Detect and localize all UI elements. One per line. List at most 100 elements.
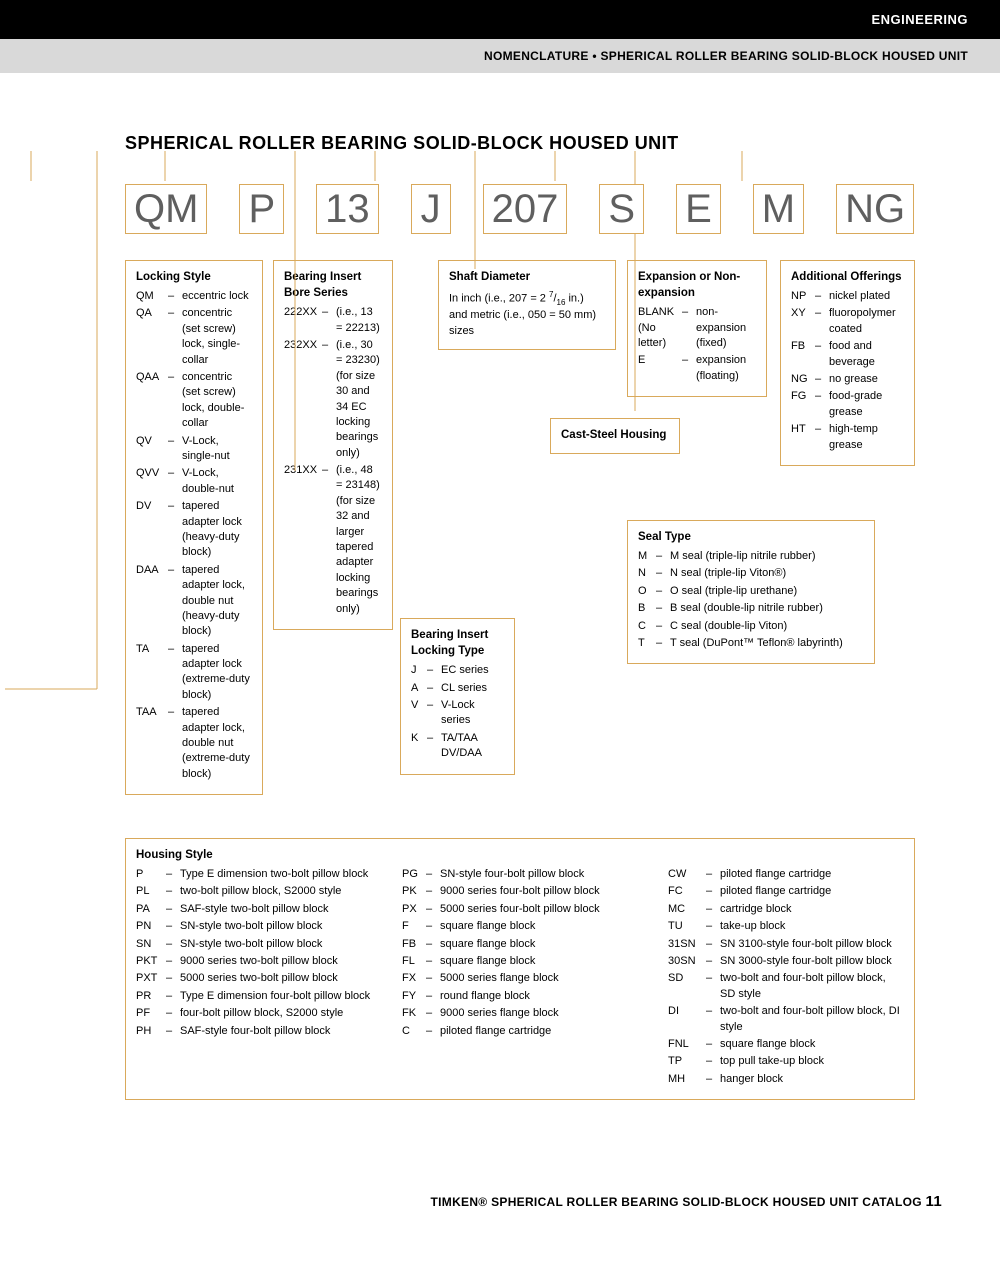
def-text: SN-style two-bolt pillow block: [180, 919, 372, 934]
def-text: Type E dimension four-bolt pillow block: [180, 989, 372, 1004]
code-qm: QM: [125, 184, 207, 234]
def-text: no grease: [829, 372, 904, 387]
def-text: hanger block: [720, 1072, 904, 1087]
def-row: PA – SAF-style two-bolt pillow block: [136, 902, 372, 917]
page-number: 11: [926, 1193, 942, 1210]
def-dash: –: [426, 919, 440, 934]
def-dash: –: [166, 971, 180, 986]
def-text: piloted flange cartridge: [440, 1024, 638, 1039]
part-number-row: QM P 13 J 207 S E M NG: [125, 184, 942, 234]
def-row: FY – round flange block: [402, 989, 638, 1004]
def-code: DI: [668, 1004, 706, 1035]
def-text: 9000 series flange block: [440, 1006, 638, 1021]
def-dash: –: [426, 989, 440, 1004]
def-dash: –: [706, 884, 720, 899]
def-code: 31SN: [668, 937, 706, 952]
def-row: PR – Type E dimension four-bolt pillow b…: [136, 989, 372, 1004]
def-text: top pull take-up block: [720, 1054, 904, 1069]
def-row: PK – 9000 series four-bolt pillow block: [402, 884, 638, 899]
def-dash: –: [426, 902, 440, 917]
def-text: high-temp grease: [829, 422, 904, 453]
def-code: CW: [668, 867, 706, 882]
def-row: SN – SN-style two-bolt pillow block: [136, 937, 372, 952]
def-text: 5000 series flange block: [440, 971, 638, 986]
def-text: two-bolt and four-bolt pillow block, DI …: [720, 1004, 904, 1035]
def-code: FX: [402, 971, 426, 986]
footer: TIMKEN® SPHERICAL ROLLER BEARING SOLID-B…: [431, 1193, 942, 1210]
def-code: FK: [402, 1006, 426, 1021]
def-dash: –: [426, 1024, 440, 1039]
def-row: PL – two-bolt pillow block, S2000 style: [136, 884, 372, 899]
box-housing: Housing Style P – Type E dimension two-b…: [125, 838, 915, 1100]
def-row: 30SN – SN 3000-style four-bolt pillow bl…: [668, 954, 904, 969]
def-row: DI – two-bolt and four-bolt pillow block…: [668, 1004, 904, 1035]
def-row: CW – piloted flange cartridge: [668, 867, 904, 882]
def-dash: –: [426, 867, 440, 882]
def-row: P – Type E dimension two-bolt pillow blo…: [136, 867, 372, 882]
def-text: Type E dimension two-bolt pillow block: [180, 867, 372, 882]
def-dash: –: [815, 339, 829, 370]
def-dash: –: [166, 867, 180, 882]
code-13: 13: [316, 184, 379, 234]
def-code: FC: [668, 884, 706, 899]
def-code: FY: [402, 989, 426, 1004]
def-text: SN 3100-style four-bolt pillow block: [720, 937, 904, 952]
def-text: 5000 series two-bolt pillow block: [180, 971, 372, 986]
def-dash: –: [166, 989, 180, 1004]
def-dash: –: [815, 389, 829, 420]
page-content: SPHERICAL ROLLER BEARING SOLID-BLOCK HOU…: [0, 73, 1000, 1260]
code-p: P: [239, 184, 284, 234]
def-text: food and beverage: [829, 339, 904, 370]
code-s: S: [599, 184, 644, 234]
def-dash: –: [166, 884, 180, 899]
def-dash: –: [166, 1024, 180, 1039]
def-row: SD – two-bolt and four-bolt pillow block…: [668, 971, 904, 1002]
def-code: PKT: [136, 954, 166, 969]
def-dash: –: [166, 919, 180, 934]
def-row: F – square flange block: [402, 919, 638, 934]
def-code: SN: [136, 937, 166, 952]
def-text: square flange block: [440, 937, 638, 952]
def-dash: –: [706, 1037, 720, 1052]
def-row: PKT – 9000 series two-bolt pillow block: [136, 954, 372, 969]
def-row: PH – SAF-style four-bolt pillow block: [136, 1024, 372, 1039]
def-dash: –: [426, 1006, 440, 1021]
def-text: round flange block: [440, 989, 638, 1004]
def-text: SAF-style two-bolt pillow block: [180, 902, 372, 917]
def-row: PXT – 5000 series two-bolt pillow block: [136, 971, 372, 986]
def-code: MH: [668, 1072, 706, 1087]
def-row: FK – 9000 series flange block: [402, 1006, 638, 1021]
def-dash: –: [166, 937, 180, 952]
def-code: PN: [136, 919, 166, 934]
def-code: TP: [668, 1054, 706, 1069]
def-text: nickel plated: [829, 289, 904, 304]
def-dash: –: [706, 1004, 720, 1035]
def-code: PXT: [136, 971, 166, 986]
def-row: FL – square flange block: [402, 954, 638, 969]
def-dash: –: [426, 971, 440, 986]
def-dash: –: [166, 902, 180, 917]
header-gray: NOMENCLATURE • SPHERICAL ROLLER BEARING …: [0, 39, 1000, 73]
def-dash: –: [815, 422, 829, 453]
code-m: M: [753, 184, 804, 234]
def-code: PR: [136, 989, 166, 1004]
def-text: 9000 series two-bolt pillow block: [180, 954, 372, 969]
def-code: 30SN: [668, 954, 706, 969]
def-text: SN-style four-bolt pillow block: [440, 867, 638, 882]
def-row: PG – SN-style four-bolt pillow block: [402, 867, 638, 882]
def-row: C – piloted flange cartridge: [402, 1024, 638, 1039]
def-text: square flange block: [440, 954, 638, 969]
def-text: cartridge block: [720, 902, 904, 917]
def-code: TU: [668, 919, 706, 934]
def-code: P: [136, 867, 166, 882]
def-dash: –: [706, 1054, 720, 1069]
def-text: take-up block: [720, 919, 904, 934]
def-code: PH: [136, 1024, 166, 1039]
def-text: two-bolt pillow block, S2000 style: [180, 884, 372, 899]
def-row: FX – 5000 series flange block: [402, 971, 638, 986]
def-text: food-grade grease: [829, 389, 904, 420]
def-code: SD: [668, 971, 706, 1002]
def-dash: –: [706, 1072, 720, 1087]
def-code: PF: [136, 1006, 166, 1021]
code-ng: NG: [836, 184, 914, 234]
